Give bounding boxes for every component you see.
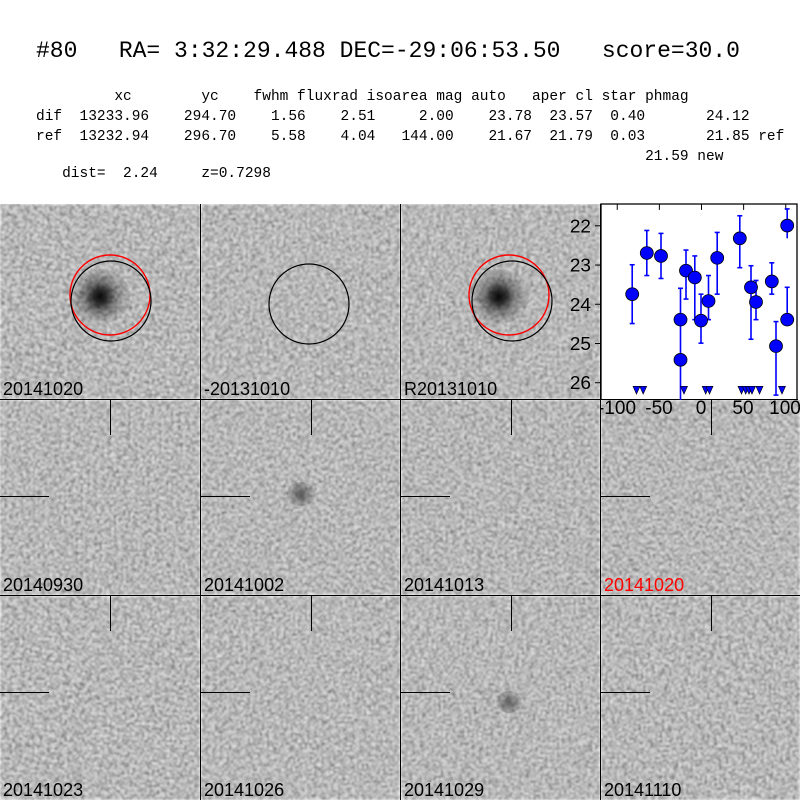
svg-text:23: 23 xyxy=(570,255,591,276)
svg-text:100: 100 xyxy=(769,400,800,419)
svg-text:0: 0 xyxy=(696,400,707,419)
svg-text:-100: -100 xyxy=(601,400,636,419)
svg-text:50: 50 xyxy=(732,400,753,419)
svg-text:-50: -50 xyxy=(645,400,672,419)
svg-text:22: 22 xyxy=(570,216,591,237)
svg-text:25: 25 xyxy=(570,333,591,354)
svg-text:24: 24 xyxy=(570,294,591,315)
svg-text:26: 26 xyxy=(570,372,591,393)
